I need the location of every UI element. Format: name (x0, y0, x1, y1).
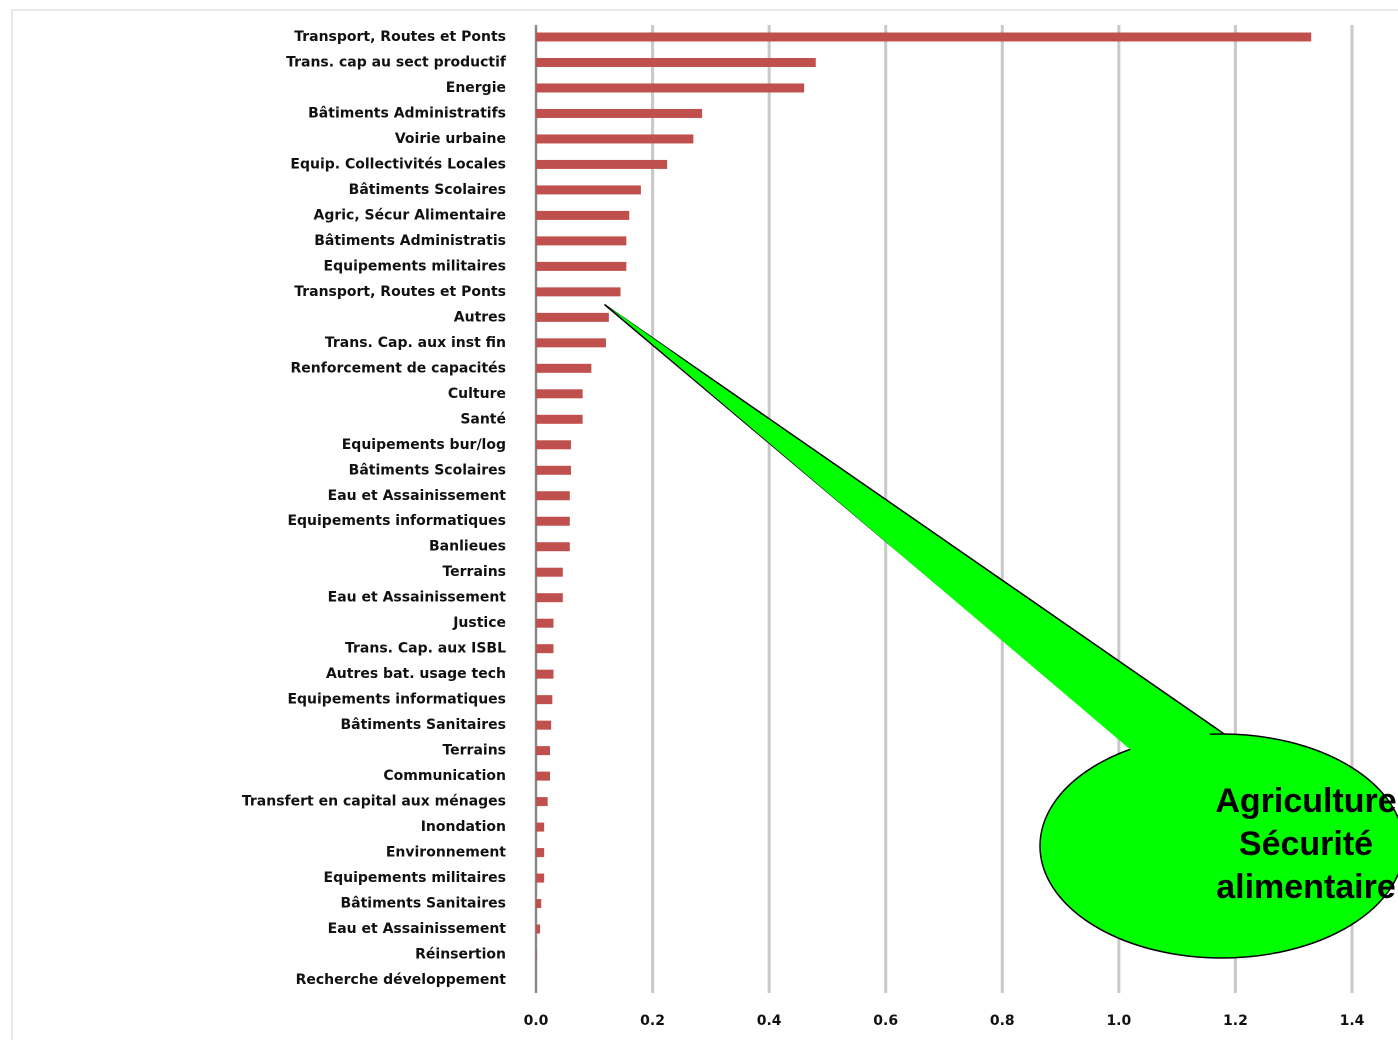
bar (536, 720, 552, 730)
bar (536, 516, 570, 526)
bar (536, 644, 554, 654)
bar (536, 363, 592, 373)
bar (536, 848, 545, 858)
callout-text: Sécurité (1239, 825, 1373, 863)
y-tick-label: Trans. Cap. aux ISBL (345, 641, 506, 657)
x-tick-label: 0.4 (757, 1013, 782, 1029)
bar (536, 822, 545, 832)
x-tick-label: 0.8 (990, 1013, 1015, 1029)
y-tick-label: Transfert en capital aux ménages (242, 794, 506, 810)
y-tick-label: Equip. Collectivités Locales (290, 156, 506, 172)
x-tick-label: 1.4 (1340, 1013, 1365, 1029)
bar (536, 440, 571, 450)
y-tick-label: Transport, Routes et Ponts (294, 284, 506, 300)
frame (11, 9, 1398, 1040)
bar (536, 159, 668, 169)
bar (536, 491, 570, 501)
y-tick-label: Voirie urbaine (395, 131, 506, 147)
bar (536, 899, 542, 909)
bar (536, 287, 621, 297)
bar (536, 414, 583, 424)
y-tick-label: Equipements militaires (324, 870, 506, 886)
y-tick-label: Equipements militaires (324, 258, 506, 274)
y-tick-label: Bâtiments Sanitaires (340, 896, 506, 912)
bar (536, 210, 630, 220)
callout-text: Agriculture (1215, 782, 1396, 820)
bar (536, 746, 550, 756)
bar (536, 57, 816, 67)
y-tick-label: Equipements informatiques (287, 692, 506, 708)
y-tick-label: Equipements bur/log (342, 437, 506, 453)
bar (536, 261, 627, 271)
bar (536, 236, 627, 246)
x-tick-label: 1.2 (1223, 1013, 1248, 1029)
bar (536, 873, 545, 883)
bar (536, 312, 609, 322)
bar (536, 465, 571, 475)
y-tick-label: Communication (383, 768, 506, 784)
y-tick-label: Terrains (442, 743, 506, 759)
bar (536, 797, 548, 807)
y-tick-label: Trans. cap au sect productif (286, 54, 507, 70)
bar (536, 924, 541, 934)
y-tick-label: Equipements informatiques (287, 513, 506, 529)
y-tick-label: Autres (454, 309, 506, 325)
y-tick-label: Eau et Assainissement (328, 590, 507, 606)
y-tick-label: Eau et Assainissement (328, 488, 507, 504)
y-tick-label: Transport, Routes et Ponts (294, 29, 506, 45)
y-tick-label: Energie (446, 80, 506, 96)
bar (536, 669, 554, 679)
bar (536, 83, 805, 93)
callout-bubble (1039, 733, 1398, 959)
bar (536, 618, 554, 628)
y-tick-label: Réinsertion (415, 947, 506, 963)
bar (536, 338, 606, 348)
y-tick-label: Bâtiments Administratis (314, 233, 506, 249)
y-tick-label: Bâtiments Scolaires (349, 182, 506, 198)
y-tick-label: Renforcement de capacités (291, 360, 507, 376)
bar (536, 134, 694, 144)
bar (536, 593, 563, 603)
y-tick-label: Culture (448, 386, 506, 402)
x-tick-label: 0.2 (640, 1013, 665, 1029)
x-tick-label: 0.6 (873, 1013, 898, 1029)
y-tick-label: Agric, Sécur Alimentaire (314, 207, 507, 223)
bar (536, 542, 570, 552)
y-tick-label: Eau et Assainissement (328, 921, 507, 937)
callout-join (608, 306, 1225, 762)
y-tick-label: Bâtiments Administratifs (308, 105, 506, 121)
y-tick-label: Terrains (442, 564, 506, 580)
x-tick-label: 1.0 (1106, 1013, 1131, 1029)
bar (536, 32, 1312, 42)
y-tick-label: Santé (460, 411, 506, 427)
y-tick-label: Trans. Cap. aux inst fin (325, 335, 506, 351)
bar (536, 567, 563, 577)
bar (536, 185, 641, 195)
y-tick-label: Recherche développement (296, 972, 507, 988)
y-tick-label: Bâtiments Sanitaires (340, 717, 506, 733)
y-tick-label: Justice (452, 615, 506, 631)
bar (536, 695, 553, 705)
y-tick-label: Bâtiments Scolaires (349, 462, 506, 478)
y-tick-label: Autres bat. usage tech (326, 666, 506, 682)
y-tick-label: Banlieues (429, 539, 506, 555)
bar (536, 108, 703, 118)
bar (536, 389, 583, 399)
bar (536, 771, 550, 781)
y-tick-label: Inondation (421, 819, 506, 835)
callout-text: alimentaire (1216, 868, 1396, 906)
x-tick-label: 0.0 (524, 1013, 549, 1029)
y-tick-label: Environnement (386, 845, 506, 861)
bar (536, 950, 537, 960)
